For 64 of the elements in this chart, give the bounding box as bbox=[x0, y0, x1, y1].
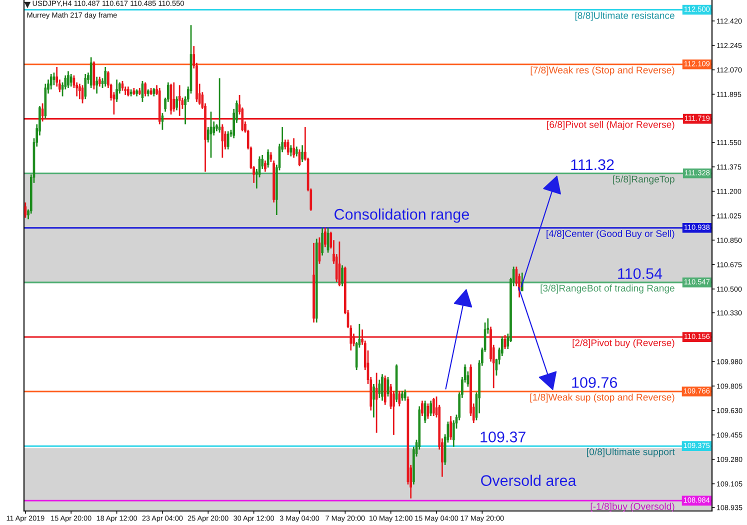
candlestick bbox=[375, 372, 378, 434]
candlestick bbox=[372, 383, 375, 418]
candlestick bbox=[398, 390, 401, 407]
annotation: Consolidation range bbox=[334, 208, 469, 223]
annotation: [1/8]Weak sup (stop and Reverse) bbox=[530, 394, 674, 403]
candlestick bbox=[104, 66, 107, 88]
annotation: Oversold area bbox=[481, 474, 576, 486]
candlestick bbox=[432, 397, 435, 417]
candlestick bbox=[266, 148, 270, 168]
candlestick bbox=[172, 82, 176, 112]
candlestick bbox=[144, 82, 146, 98]
annotation: [-1/8]buy (Oversold) bbox=[590, 502, 674, 512]
annotation: [4/8]Center (Good Buy or Sell) bbox=[546, 230, 674, 239]
candlestick bbox=[161, 112, 164, 131]
candlestick bbox=[84, 73, 87, 100]
annotation: [2/8]Pivot buy (Reverse) bbox=[572, 339, 674, 348]
candlestick bbox=[338, 240, 341, 287]
candlestick bbox=[210, 111, 212, 158]
annotation: 109.76 bbox=[572, 377, 618, 388]
candlestick bbox=[264, 160, 266, 172]
candlestick bbox=[226, 130, 230, 150]
candlestick bbox=[90, 56, 92, 89]
candlestick bbox=[292, 138, 295, 158]
candlestick bbox=[381, 373, 384, 402]
annotation: 110.54 bbox=[618, 268, 662, 280]
candlestick bbox=[286, 138, 290, 156]
candlestick bbox=[121, 80, 124, 92]
annotation: [7/8]Weak res (Stop and Reverse) bbox=[530, 66, 674, 76]
candlestick bbox=[321, 226, 324, 256]
annotation: [5/8]RangeTop bbox=[613, 175, 674, 184]
candlestick bbox=[401, 390, 404, 402]
candlestick bbox=[421, 400, 424, 417]
annotation: [0/8]Ultimate support bbox=[587, 448, 675, 458]
annotation: [8/8]Ultimate resistance bbox=[575, 12, 674, 21]
candlestick bbox=[24, 202, 27, 218]
candlestick bbox=[70, 73, 72, 88]
annotation: [6/8]Pivot sell (Major Reverse) bbox=[547, 120, 674, 130]
candlestick bbox=[127, 86, 130, 98]
candlestick bbox=[178, 84, 181, 117]
candlestick bbox=[430, 400, 432, 417]
annotation: 109.37 bbox=[480, 432, 526, 442]
candlestick bbox=[301, 144, 304, 163]
annotation: [3/8]RangeBot of trading Range bbox=[540, 284, 674, 294]
candlestick bbox=[176, 96, 178, 111]
candlestick bbox=[96, 76, 98, 94]
candlestick bbox=[290, 144, 292, 158]
candlestick bbox=[116, 78, 118, 103]
candlestick bbox=[384, 374, 386, 406]
candlestick bbox=[450, 415, 452, 440]
candlestick bbox=[221, 124, 224, 158]
candlestick bbox=[341, 264, 344, 287]
candlestick bbox=[218, 77, 221, 134]
candlestick bbox=[78, 83, 81, 100]
annotation: 111.32 bbox=[571, 159, 614, 170]
candlestick bbox=[324, 226, 326, 248]
candlestick bbox=[424, 400, 426, 424]
candlestick bbox=[404, 388, 406, 402]
candlestick bbox=[50, 73, 52, 90]
candlestick bbox=[92, 60, 96, 90]
candlestick bbox=[98, 76, 101, 88]
candlestick bbox=[295, 146, 298, 158]
candlestick bbox=[52, 72, 56, 86]
candlestick bbox=[67, 70, 70, 89]
candlestick bbox=[426, 402, 430, 420]
